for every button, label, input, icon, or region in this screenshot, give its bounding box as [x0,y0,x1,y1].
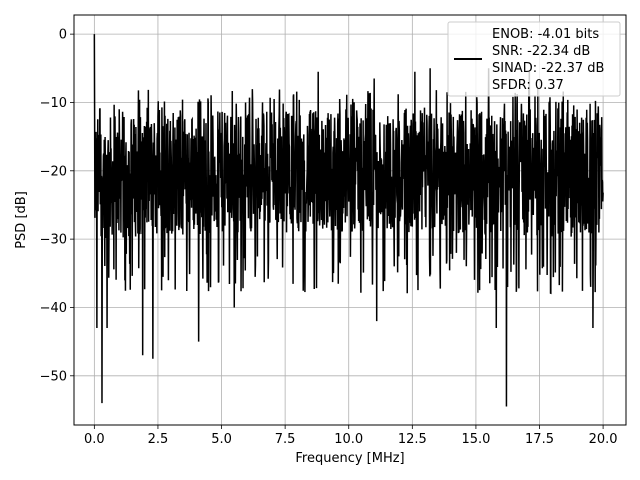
x-tick-label: 17.5 [525,432,554,447]
axes-frame [73,14,627,426]
y-tick-label: −10 [40,96,67,111]
legend-sfdr: SFDR: 0.37 [492,78,564,93]
series-layer [93,34,604,407]
y-tick-label: −50 [40,369,67,384]
y-axis-label: PSD [dB] [14,191,29,249]
y-tick-label: −40 [40,301,67,316]
x-tick-label: 2.5 [148,432,169,447]
legend-snr: SNR: -22.34 dB [492,44,590,59]
legend-enob: ENOB: -4.01 bits [492,27,599,42]
y-tick-label: 0 [59,28,67,43]
x-tick-label: 7.5 [275,432,296,447]
ticks: 0.0 2.5 5.0 7.5 10.0 12.5 15.0 17.5 20.0 0 −10 −20 −… [40,28,618,447]
x-tick-label: 20.0 [589,432,618,447]
y-tick-label: −20 [40,164,67,179]
psd-series-line [93,34,604,407]
y-tick-label: −30 [40,233,67,248]
x-tick-label: 15.0 [461,432,490,447]
x-axis-label: Frequency [MHz] [295,451,404,466]
x-tick-label: 12.5 [398,432,427,447]
x-tick-label: 5.0 [211,432,232,447]
x-tick-label: 0.0 [84,432,105,447]
legend-box [447,21,621,97]
x-tick-label: 10.0 [334,432,363,447]
legend: ENOB: -4.01 bits SNR: -22.34 dB SINAD: -… [447,21,621,97]
legend-sinad: SINAD: -22.37 dB [492,61,604,76]
